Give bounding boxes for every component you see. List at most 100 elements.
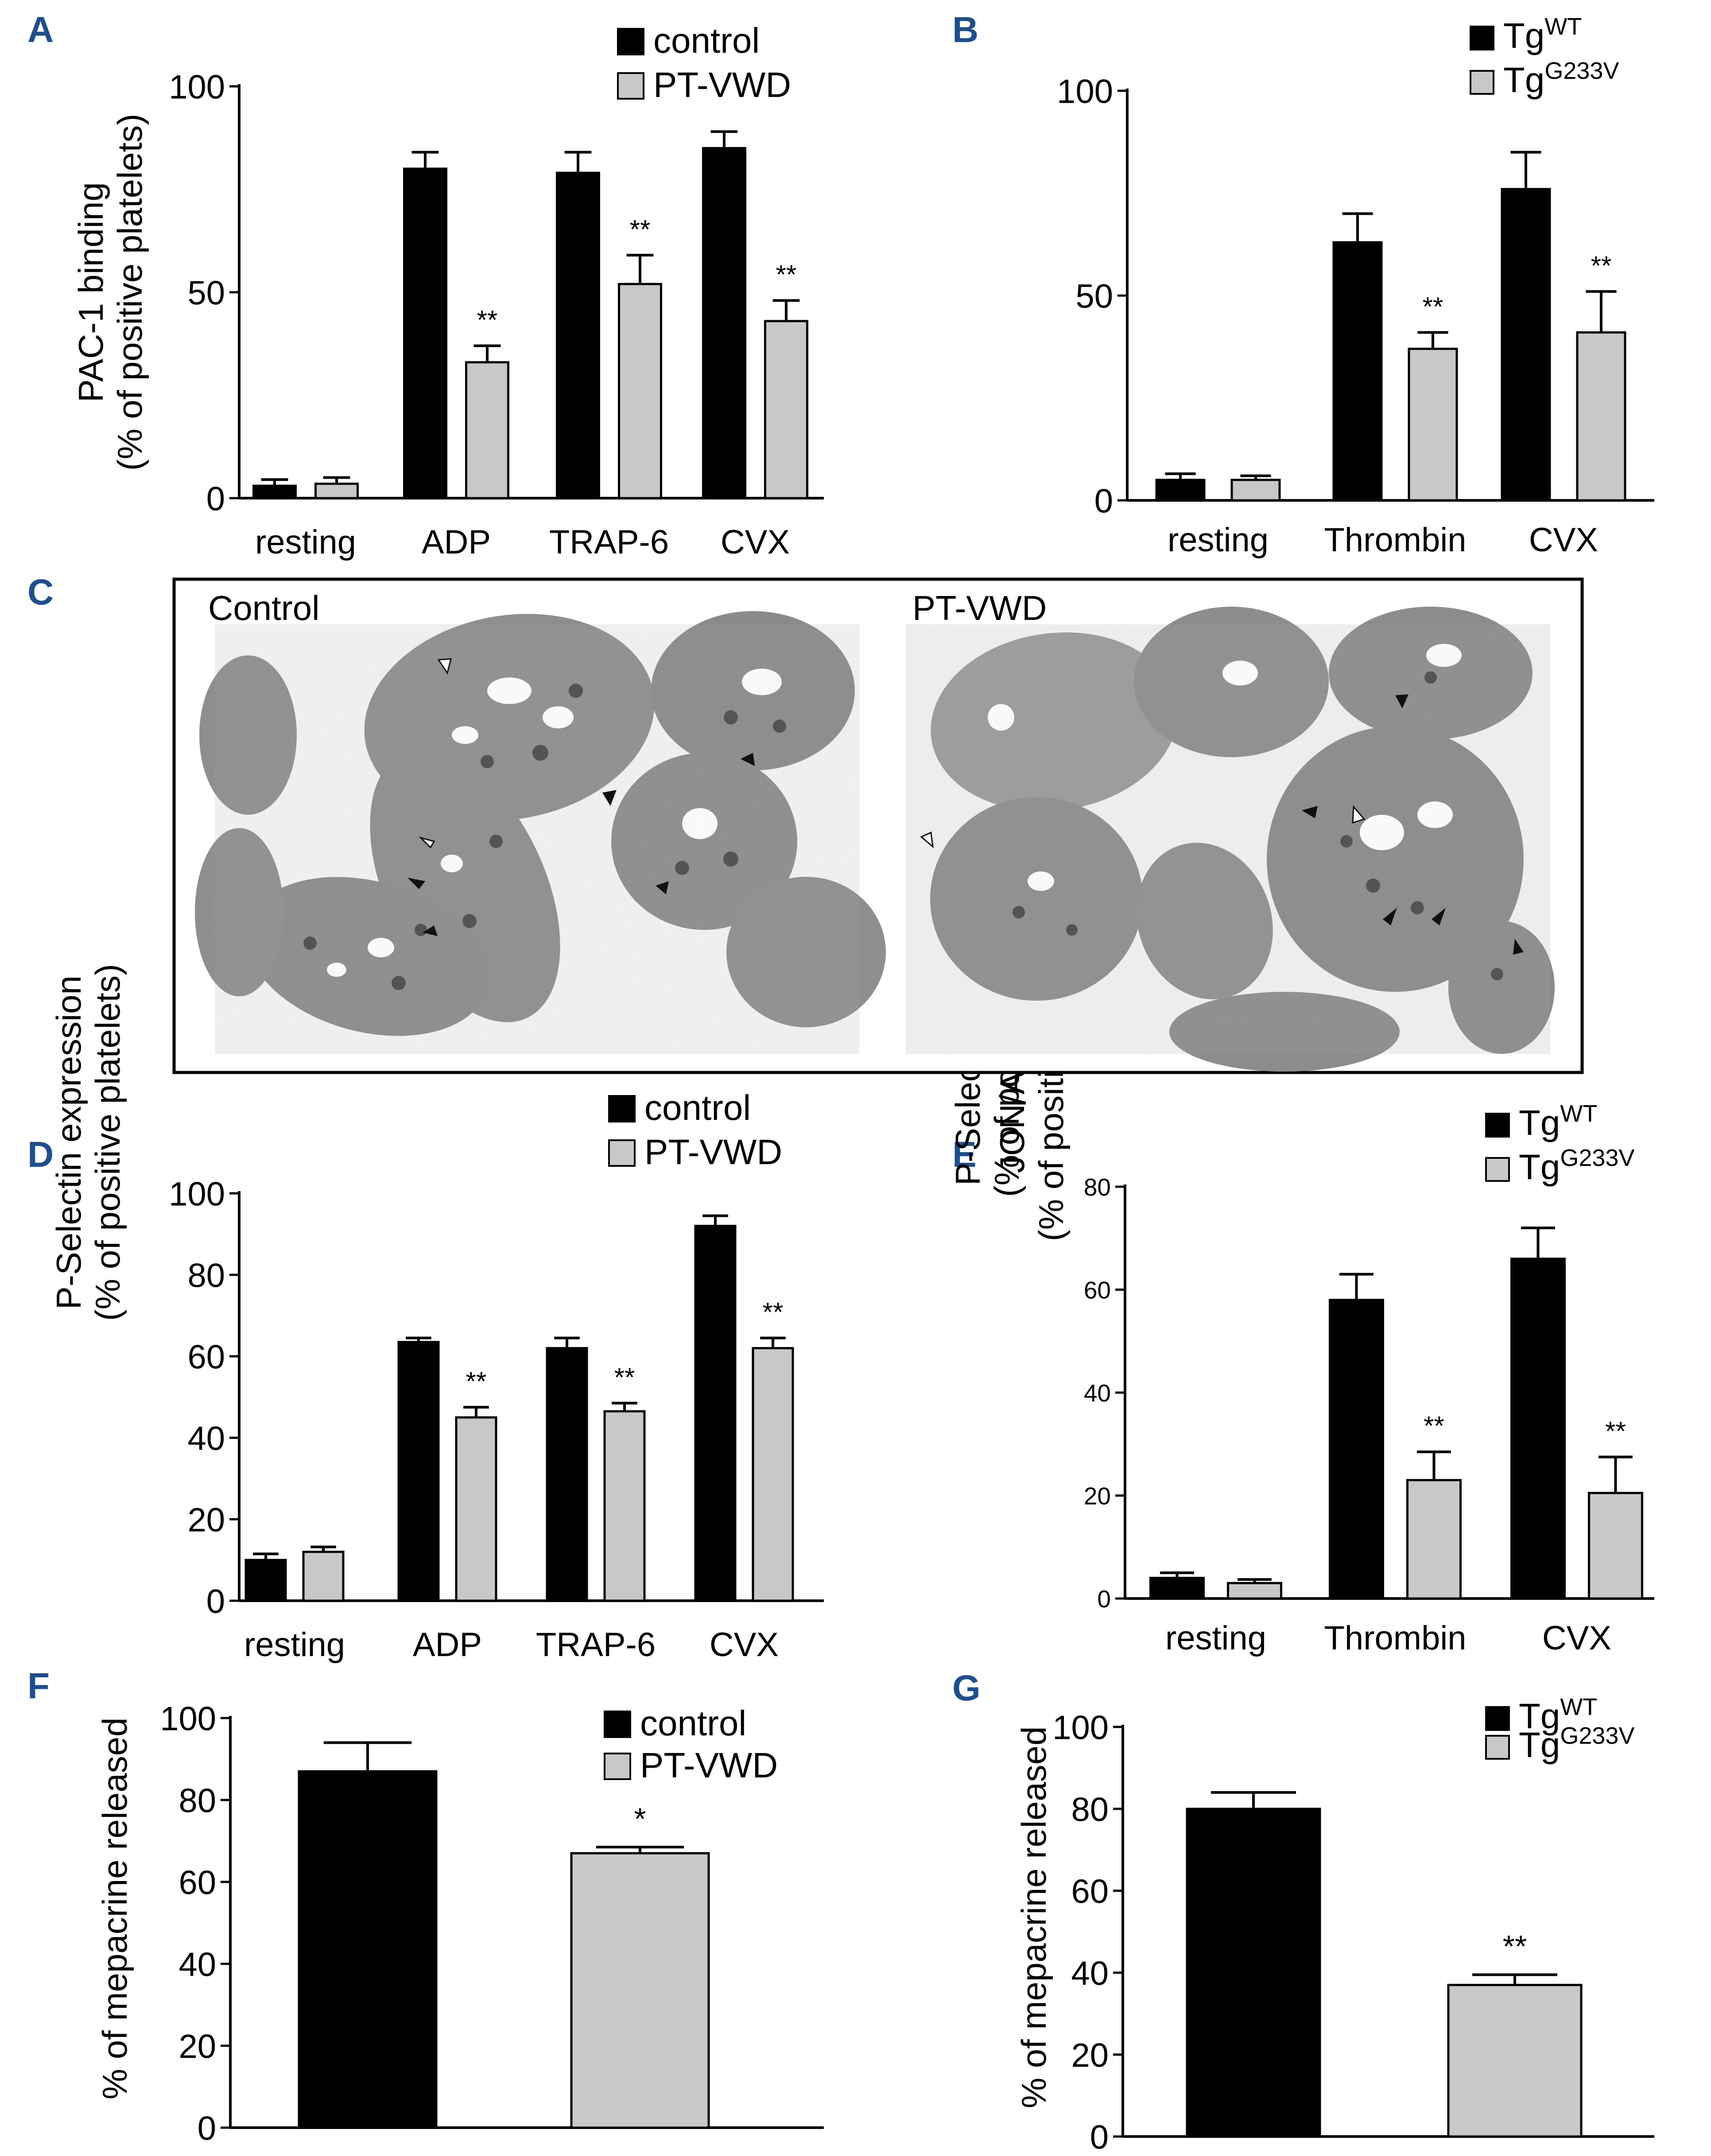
legend-swatch [617, 72, 644, 100]
legend-label-superscript: WT [1560, 1694, 1597, 1720]
y-axis-label-line: (% of positive platelets) [110, 114, 149, 471]
significance-marker: * [634, 1801, 646, 1836]
legend-swatch [608, 1095, 636, 1123]
legend-label: control [653, 21, 760, 60]
y-tick-label: 40 [187, 1420, 225, 1457]
y-tick-label: 20 [1084, 1482, 1111, 1510]
micrograph-title-ptvwd: PT-VWD [912, 588, 1047, 627]
micrograph-control-image [195, 611, 886, 1054]
y-tick-label: 100 [1052, 1709, 1109, 1746]
y-tick-label: 80 [1071, 1791, 1109, 1828]
bar-black [252, 484, 297, 499]
category-label: resting [1168, 521, 1269, 559]
y-tick-label: 80 [1084, 1173, 1111, 1201]
chart-a: A 0 50 100 PAC-1 binding (% of positive plate… [27, 10, 824, 561]
y-tick-label: 60 [1084, 1276, 1111, 1304]
bar-black [403, 167, 447, 499]
y-tick-label: 50 [1075, 278, 1113, 315]
y-axis-label-line: P-Selectin expression [49, 975, 88, 1309]
bar-black [556, 171, 600, 499]
legend-label-main: PT-VWD [640, 1746, 778, 1785]
y-tick-label: 0 [1094, 482, 1113, 520]
y-axis-label-line: (% of positive platelets) [88, 964, 127, 1321]
legend-label-superscript: G233V [1560, 1722, 1634, 1749]
bar-black [244, 1559, 287, 1602]
y-tick-label: 60 [1071, 1873, 1109, 1910]
legend-label: control [644, 1088, 751, 1127]
bar-gray [1576, 331, 1626, 502]
category-label: TRAP-6 [549, 523, 669, 561]
bar-gray [465, 361, 509, 499]
panel-letter-e: E [952, 1134, 977, 1175]
legend-label: PT-VWD [640, 1746, 778, 1785]
bar-gray [455, 1416, 497, 1602]
legend-label: control [640, 1703, 746, 1743]
panel-letter-b: B [952, 10, 978, 50]
chart-b: B050100JON/A binding(% of positive plate… [952, 10, 1654, 1241]
category-label: CVX [721, 523, 790, 561]
legend-swatch [604, 1711, 631, 1738]
legend-label-main: Tg [1519, 1725, 1560, 1765]
y-tick-label: 60 [187, 1338, 225, 1376]
y-tick-label: 20 [187, 1501, 225, 1539]
bar-gray [752, 1347, 794, 1602]
y-tick-label: 40 [1084, 1379, 1111, 1407]
chart-e: E020406080P-Selectin expression(% of pos… [948, 840, 1654, 1657]
legend-label-main: control [653, 21, 760, 60]
legend-label-main: Tg [1503, 16, 1544, 55]
y-axis-label: PAC-1 binding (% of positive platelets) [71, 114, 149, 471]
category-label: ADP [422, 523, 491, 561]
y-tick-label: 0 [1090, 2118, 1109, 2156]
bar-gray [618, 283, 662, 499]
micrograph-title-control: Control [208, 588, 319, 627]
y-tick-label: 50 [187, 274, 225, 312]
bar-gray [1408, 348, 1458, 502]
significance-marker: ** [477, 305, 498, 335]
significance-marker: ** [614, 1362, 635, 1392]
legend-label-main: control [640, 1703, 746, 1743]
chart-f: F 0 20 40 60 80 100 % of mepacrine released * con… [27, 1666, 824, 2147]
category-label: resting [1165, 1619, 1266, 1657]
category-label: CVX [710, 1626, 779, 1664]
category-label: resting [255, 523, 356, 561]
legend-label: TgWT [1519, 1694, 1597, 1736]
micrograph-panel: C Control PT-VWD [27, 572, 1584, 1074]
y-tick-label: 40 [178, 1946, 216, 1983]
legend-label: PT-VWD [653, 65, 791, 105]
significance-marker: ** [1591, 251, 1612, 280]
legend-label-main: PT-VWD [653, 65, 791, 105]
bar-black [546, 1347, 588, 1602]
y-tick-label: 100 [169, 1175, 225, 1213]
legend-swatch [1485, 1113, 1510, 1138]
significance-marker: ** [630, 214, 651, 244]
y-axis-label: % of mepacrine released [1014, 1726, 1053, 2109]
category-label: CVX [1529, 521, 1598, 559]
micrograph-ptvwd-image [906, 607, 1555, 1072]
category-label: CVX [1542, 1619, 1611, 1657]
y-tick-label: 60 [178, 1864, 216, 1901]
legend-label-superscript: WT [1544, 13, 1582, 40]
y-tick-label: 0 [1097, 1585, 1111, 1613]
bar-gray [1230, 479, 1281, 502]
significance-marker: ** [1605, 1416, 1626, 1446]
bar-gray [570, 1852, 710, 2129]
panel-letter-d: D [27, 1134, 54, 1175]
category-label: ADP [413, 1626, 482, 1664]
legend-swatch [1485, 1157, 1510, 1182]
significance-marker: ** [763, 1297, 784, 1327]
bar-gray [1406, 1479, 1462, 1600]
y-tick-label: 0 [198, 2110, 216, 2147]
y-axis-label-line: % of mepacrine released [95, 1718, 134, 2100]
y-tick-label: 80 [187, 1257, 225, 1294]
legend-label: PT-VWD [644, 1132, 782, 1172]
panel-letter-a: A [27, 10, 54, 50]
legend-label-superscript: G233V [1544, 58, 1619, 84]
y-axis-label-line: PAC-1 binding [71, 182, 110, 402]
y-axis-label: P-Selectin expression(% of positive plat… [49, 964, 127, 1321]
y-tick-label: 100 [169, 68, 225, 106]
y-axis-label: % of mepacrine released [95, 1718, 134, 2100]
significance-marker: ** [1424, 1411, 1444, 1441]
bar-gray [603, 1410, 646, 1602]
